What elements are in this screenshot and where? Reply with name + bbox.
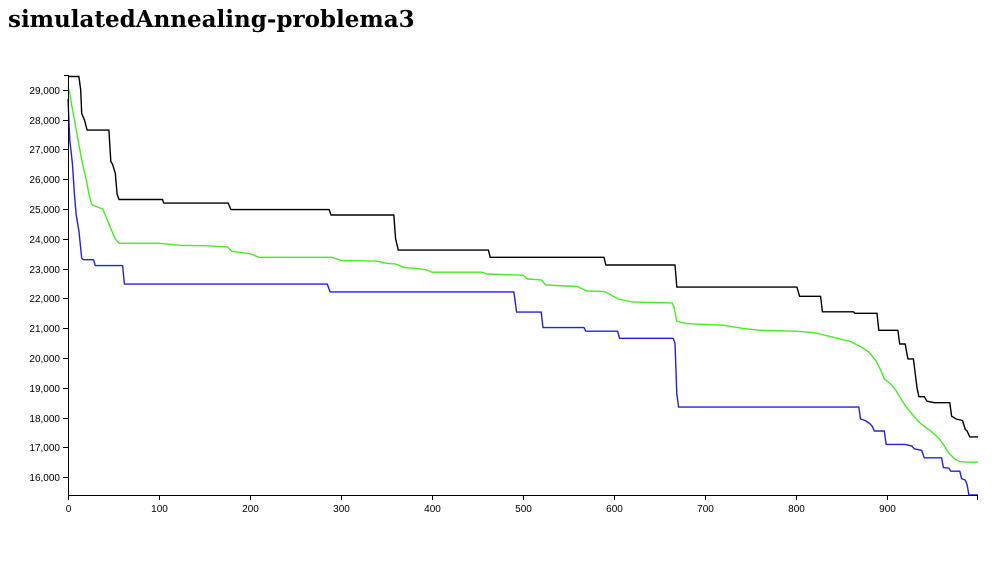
series-line-1 — [68, 75, 978, 438]
y-tick-label: 26,000 — [29, 175, 60, 186]
x-tick-label: 800 — [788, 504, 805, 515]
x-tick-label: 200 — [242, 504, 259, 515]
y-tick-label: 17,000 — [29, 443, 60, 454]
x-tick-label: 900 — [879, 504, 896, 515]
y-tick-label: 18,000 — [29, 414, 60, 425]
axis-layer: 16,000 17,000 18,000 19,000 20,000 21,000 22,0… — [29, 75, 978, 515]
series-line-2 — [67, 86, 978, 463]
x-tick-label: 300 — [333, 504, 350, 515]
y-tick-label: 27,000 — [29, 145, 60, 156]
series-layer — [67, 75, 978, 496]
x-tick-label: 700 — [697, 504, 714, 515]
y-tick-label: 19,000 — [29, 384, 60, 395]
x-tick-label: 500 — [515, 504, 532, 515]
y-tick-label: 25,000 — [29, 205, 60, 216]
y-tick-label: 20,000 — [29, 354, 60, 365]
x-tick-label: 600 — [606, 504, 623, 515]
y-tick-label: 16,000 — [29, 473, 60, 484]
y-tick-label: 23,000 — [29, 265, 60, 276]
y-tick-label: 24,000 — [29, 235, 60, 246]
y-tick-label: 28,000 — [29, 116, 60, 127]
chart-title: simulatedAnnealing-problema3 — [8, 6, 415, 33]
y-tick-label: 22,000 — [29, 294, 60, 305]
x-tick-label: 0 — [66, 504, 72, 515]
y-tick-label: 29,000 — [29, 86, 60, 97]
x-tick-label: 400 — [424, 504, 441, 515]
x-tick-label: 100 — [151, 504, 168, 515]
series-line-3 — [67, 98, 978, 496]
y-tick-label: 21,000 — [29, 324, 60, 335]
